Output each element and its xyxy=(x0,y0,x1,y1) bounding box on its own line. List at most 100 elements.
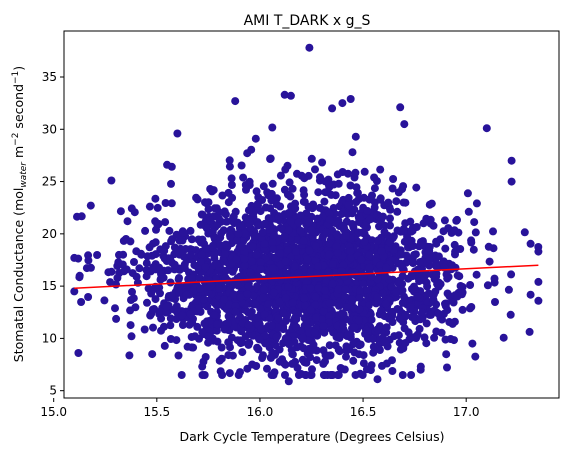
data-point xyxy=(221,240,230,249)
data-point xyxy=(218,191,227,200)
data-point xyxy=(111,304,119,313)
data-point xyxy=(450,240,459,249)
y-axis: 5 10 15 20 25 30 35 xyxy=(42,70,64,398)
data-point xyxy=(198,210,207,219)
data-point xyxy=(324,351,333,360)
data-point xyxy=(160,246,169,255)
data-point xyxy=(272,332,281,341)
data-point xyxy=(430,333,439,342)
x-tick-label: 17.0 xyxy=(453,405,480,419)
data-point xyxy=(360,167,369,176)
data-point xyxy=(232,255,241,264)
data-point xyxy=(339,260,348,269)
data-point xyxy=(362,365,371,374)
data-point xyxy=(387,282,396,291)
data-point xyxy=(381,272,390,281)
data-point xyxy=(318,158,327,167)
data-point xyxy=(490,274,499,283)
data-point xyxy=(466,304,474,313)
data-point xyxy=(210,311,219,319)
data-point xyxy=(286,217,295,226)
data-point xyxy=(268,123,277,132)
data-point xyxy=(407,272,416,281)
data-point xyxy=(507,156,516,165)
data-point xyxy=(315,203,324,212)
data-point xyxy=(237,243,246,251)
data-point xyxy=(361,221,370,230)
data-point xyxy=(212,326,221,335)
data-point xyxy=(334,285,343,294)
data-point xyxy=(258,228,267,237)
x-tick-label: 16.5 xyxy=(350,405,377,419)
data-point xyxy=(332,230,341,239)
data-point xyxy=(310,328,319,337)
data-point xyxy=(201,245,210,253)
data-point xyxy=(507,270,516,279)
data-point xyxy=(288,359,297,368)
data-point xyxy=(325,215,334,224)
data-point xyxy=(163,160,172,169)
data-point xyxy=(466,281,475,289)
data-point xyxy=(247,257,256,266)
data-point xyxy=(334,179,343,188)
data-point xyxy=(416,362,425,371)
data-point xyxy=(319,307,328,316)
data-point xyxy=(450,336,458,345)
data-point xyxy=(177,371,186,379)
data-point xyxy=(363,207,372,215)
data-point xyxy=(231,307,240,316)
data-point xyxy=(355,294,364,303)
data-point xyxy=(222,217,231,226)
data-point xyxy=(483,281,492,290)
data-point xyxy=(187,274,196,283)
data-point xyxy=(166,278,175,287)
data-point xyxy=(407,371,416,379)
data-point xyxy=(217,343,226,352)
y-tick-label: 25 xyxy=(42,175,57,189)
data-point xyxy=(427,310,435,319)
data-point xyxy=(439,227,448,236)
data-point xyxy=(156,289,164,298)
data-point xyxy=(127,204,136,213)
data-point xyxy=(335,301,343,310)
data-point xyxy=(162,308,171,317)
data-point xyxy=(367,315,376,324)
data-point xyxy=(279,309,288,318)
data-point xyxy=(107,176,116,185)
data-point xyxy=(187,343,196,352)
data-point xyxy=(288,184,297,193)
data-point xyxy=(399,182,408,191)
data-point xyxy=(342,352,350,361)
data-point xyxy=(299,344,308,353)
data-point xyxy=(449,298,458,307)
data-point xyxy=(84,256,93,265)
data-point xyxy=(144,284,153,293)
data-point xyxy=(268,264,277,273)
data-point xyxy=(166,321,175,330)
data-point xyxy=(307,154,316,163)
data-point xyxy=(258,354,267,362)
data-point xyxy=(225,162,234,171)
data-point xyxy=(359,359,368,368)
data-point xyxy=(377,246,386,255)
data-point xyxy=(292,323,301,331)
data-point xyxy=(296,211,305,220)
data-point xyxy=(209,243,217,252)
data-point xyxy=(374,236,382,245)
data-point xyxy=(442,350,451,359)
data-point xyxy=(210,251,219,259)
data-point xyxy=(393,305,402,313)
data-point xyxy=(304,171,313,180)
data-point xyxy=(268,179,277,188)
y-tick-label: 30 xyxy=(42,122,57,136)
data-point xyxy=(534,247,543,256)
data-point xyxy=(369,342,378,351)
data-point xyxy=(228,193,237,202)
data-point xyxy=(246,268,255,277)
data-point xyxy=(342,303,351,312)
data-point xyxy=(256,265,265,274)
data-point xyxy=(340,272,349,281)
data-point xyxy=(275,357,284,366)
data-point xyxy=(284,226,293,235)
data-point xyxy=(406,217,415,226)
